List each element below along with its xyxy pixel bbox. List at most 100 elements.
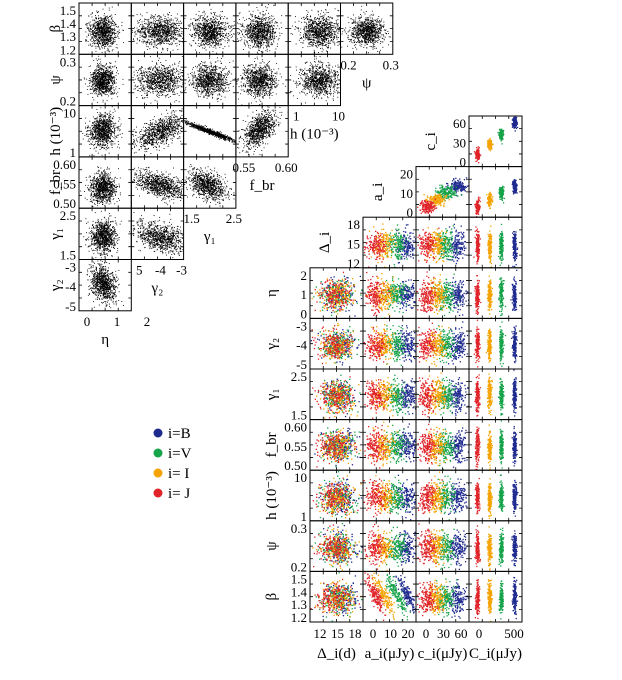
scatter-point xyxy=(149,29,150,30)
scatter-point xyxy=(109,10,110,11)
scatter-point xyxy=(223,48,224,49)
scatter-point xyxy=(175,39,176,40)
scatter-point xyxy=(103,42,104,43)
scatter-point xyxy=(222,16,223,17)
scatter-point xyxy=(137,30,138,31)
scatter-point xyxy=(270,38,271,39)
scatter-point xyxy=(165,28,166,29)
scatter-point xyxy=(210,23,211,24)
scatter-point xyxy=(153,19,154,20)
scatter-point xyxy=(206,41,207,42)
scatter-point xyxy=(90,44,91,45)
scatter-point xyxy=(263,52,264,53)
scatter-point xyxy=(225,22,226,23)
scatter-point xyxy=(177,14,178,15)
scatter-point xyxy=(104,48,105,49)
scatter-point xyxy=(267,7,268,8)
scatter-point xyxy=(105,22,106,23)
scatter-point xyxy=(113,25,114,26)
scatter-point xyxy=(218,31,219,32)
scatter-point xyxy=(225,30,226,31)
scatter-point xyxy=(204,19,205,20)
scatter-point xyxy=(231,37,232,38)
scatter-point xyxy=(211,36,212,37)
scatter-point xyxy=(146,23,147,24)
scatter-point xyxy=(108,50,109,51)
scatter-point xyxy=(225,35,226,36)
scatter-point xyxy=(220,27,221,28)
scatter-point xyxy=(253,11,254,12)
scatter-point xyxy=(216,30,217,31)
scatter-point xyxy=(96,28,97,29)
scatter-point xyxy=(140,30,141,31)
scatter-point xyxy=(99,36,100,37)
scatter-point xyxy=(171,15,172,16)
scatter-point xyxy=(114,33,115,34)
scatter-point xyxy=(205,35,206,36)
scatter-point xyxy=(171,18,172,19)
scatter-point xyxy=(206,50,207,51)
scatter-point xyxy=(170,19,171,20)
scatter-point xyxy=(107,16,108,17)
scatter-point xyxy=(94,20,95,21)
scatter-point xyxy=(177,19,178,20)
scatter-point xyxy=(211,32,212,33)
scatter-point xyxy=(161,52,162,53)
scatter-point xyxy=(175,30,176,31)
scatter-point xyxy=(172,38,173,39)
scatter-point xyxy=(96,18,97,19)
scatter-point xyxy=(190,19,191,20)
scatter-point xyxy=(209,32,210,33)
scatter-point xyxy=(172,31,173,32)
scatter-point xyxy=(165,39,166,40)
scatter-point xyxy=(116,33,117,34)
scatter-point xyxy=(206,35,207,36)
scatter-point xyxy=(145,34,146,35)
scatter-point xyxy=(213,16,214,17)
scatter-point xyxy=(92,31,93,32)
scatter-point xyxy=(97,21,98,22)
scatter-point xyxy=(158,16,159,17)
scatter-point xyxy=(121,25,122,26)
scatter-point xyxy=(155,28,156,29)
scatter-point xyxy=(169,32,170,33)
scatter-point xyxy=(232,25,233,26)
scatter-point xyxy=(216,37,217,38)
scatter-point xyxy=(205,29,206,30)
scatter-point xyxy=(277,25,278,26)
scatter-point xyxy=(109,37,110,38)
scatter-point xyxy=(88,29,89,30)
scatter-point xyxy=(155,29,156,30)
scatter-point xyxy=(112,50,113,51)
scatter-point xyxy=(155,21,156,22)
scatter-point xyxy=(103,38,104,39)
scatter-point xyxy=(195,20,196,21)
scatter-point xyxy=(161,17,162,18)
scatter-point xyxy=(106,41,107,42)
scatter-point xyxy=(178,36,179,37)
scatter-point xyxy=(146,44,147,45)
scatter-point xyxy=(201,45,202,46)
scatter-point xyxy=(218,23,219,24)
scatter-point xyxy=(208,34,209,35)
scatter-point xyxy=(167,14,168,15)
scatter-point xyxy=(94,37,95,38)
scatter-point xyxy=(200,24,201,25)
scatter-point xyxy=(220,29,221,30)
scatter-point xyxy=(109,51,110,52)
scatter-point xyxy=(93,34,94,35)
scatter-point xyxy=(113,21,114,22)
scatter-point xyxy=(219,28,220,29)
scatter-point xyxy=(90,31,91,32)
scatter-point xyxy=(211,35,212,36)
scatter-point xyxy=(215,18,216,19)
scatter-point xyxy=(141,41,142,42)
scatter-point xyxy=(95,38,96,39)
scatter-point xyxy=(232,29,233,30)
scatter-point xyxy=(210,26,211,27)
scatter-point xyxy=(153,16,154,17)
scatter-point xyxy=(160,33,161,34)
scatter-point xyxy=(102,34,103,35)
scatter-point xyxy=(169,30,170,31)
scatter-point xyxy=(106,24,107,25)
